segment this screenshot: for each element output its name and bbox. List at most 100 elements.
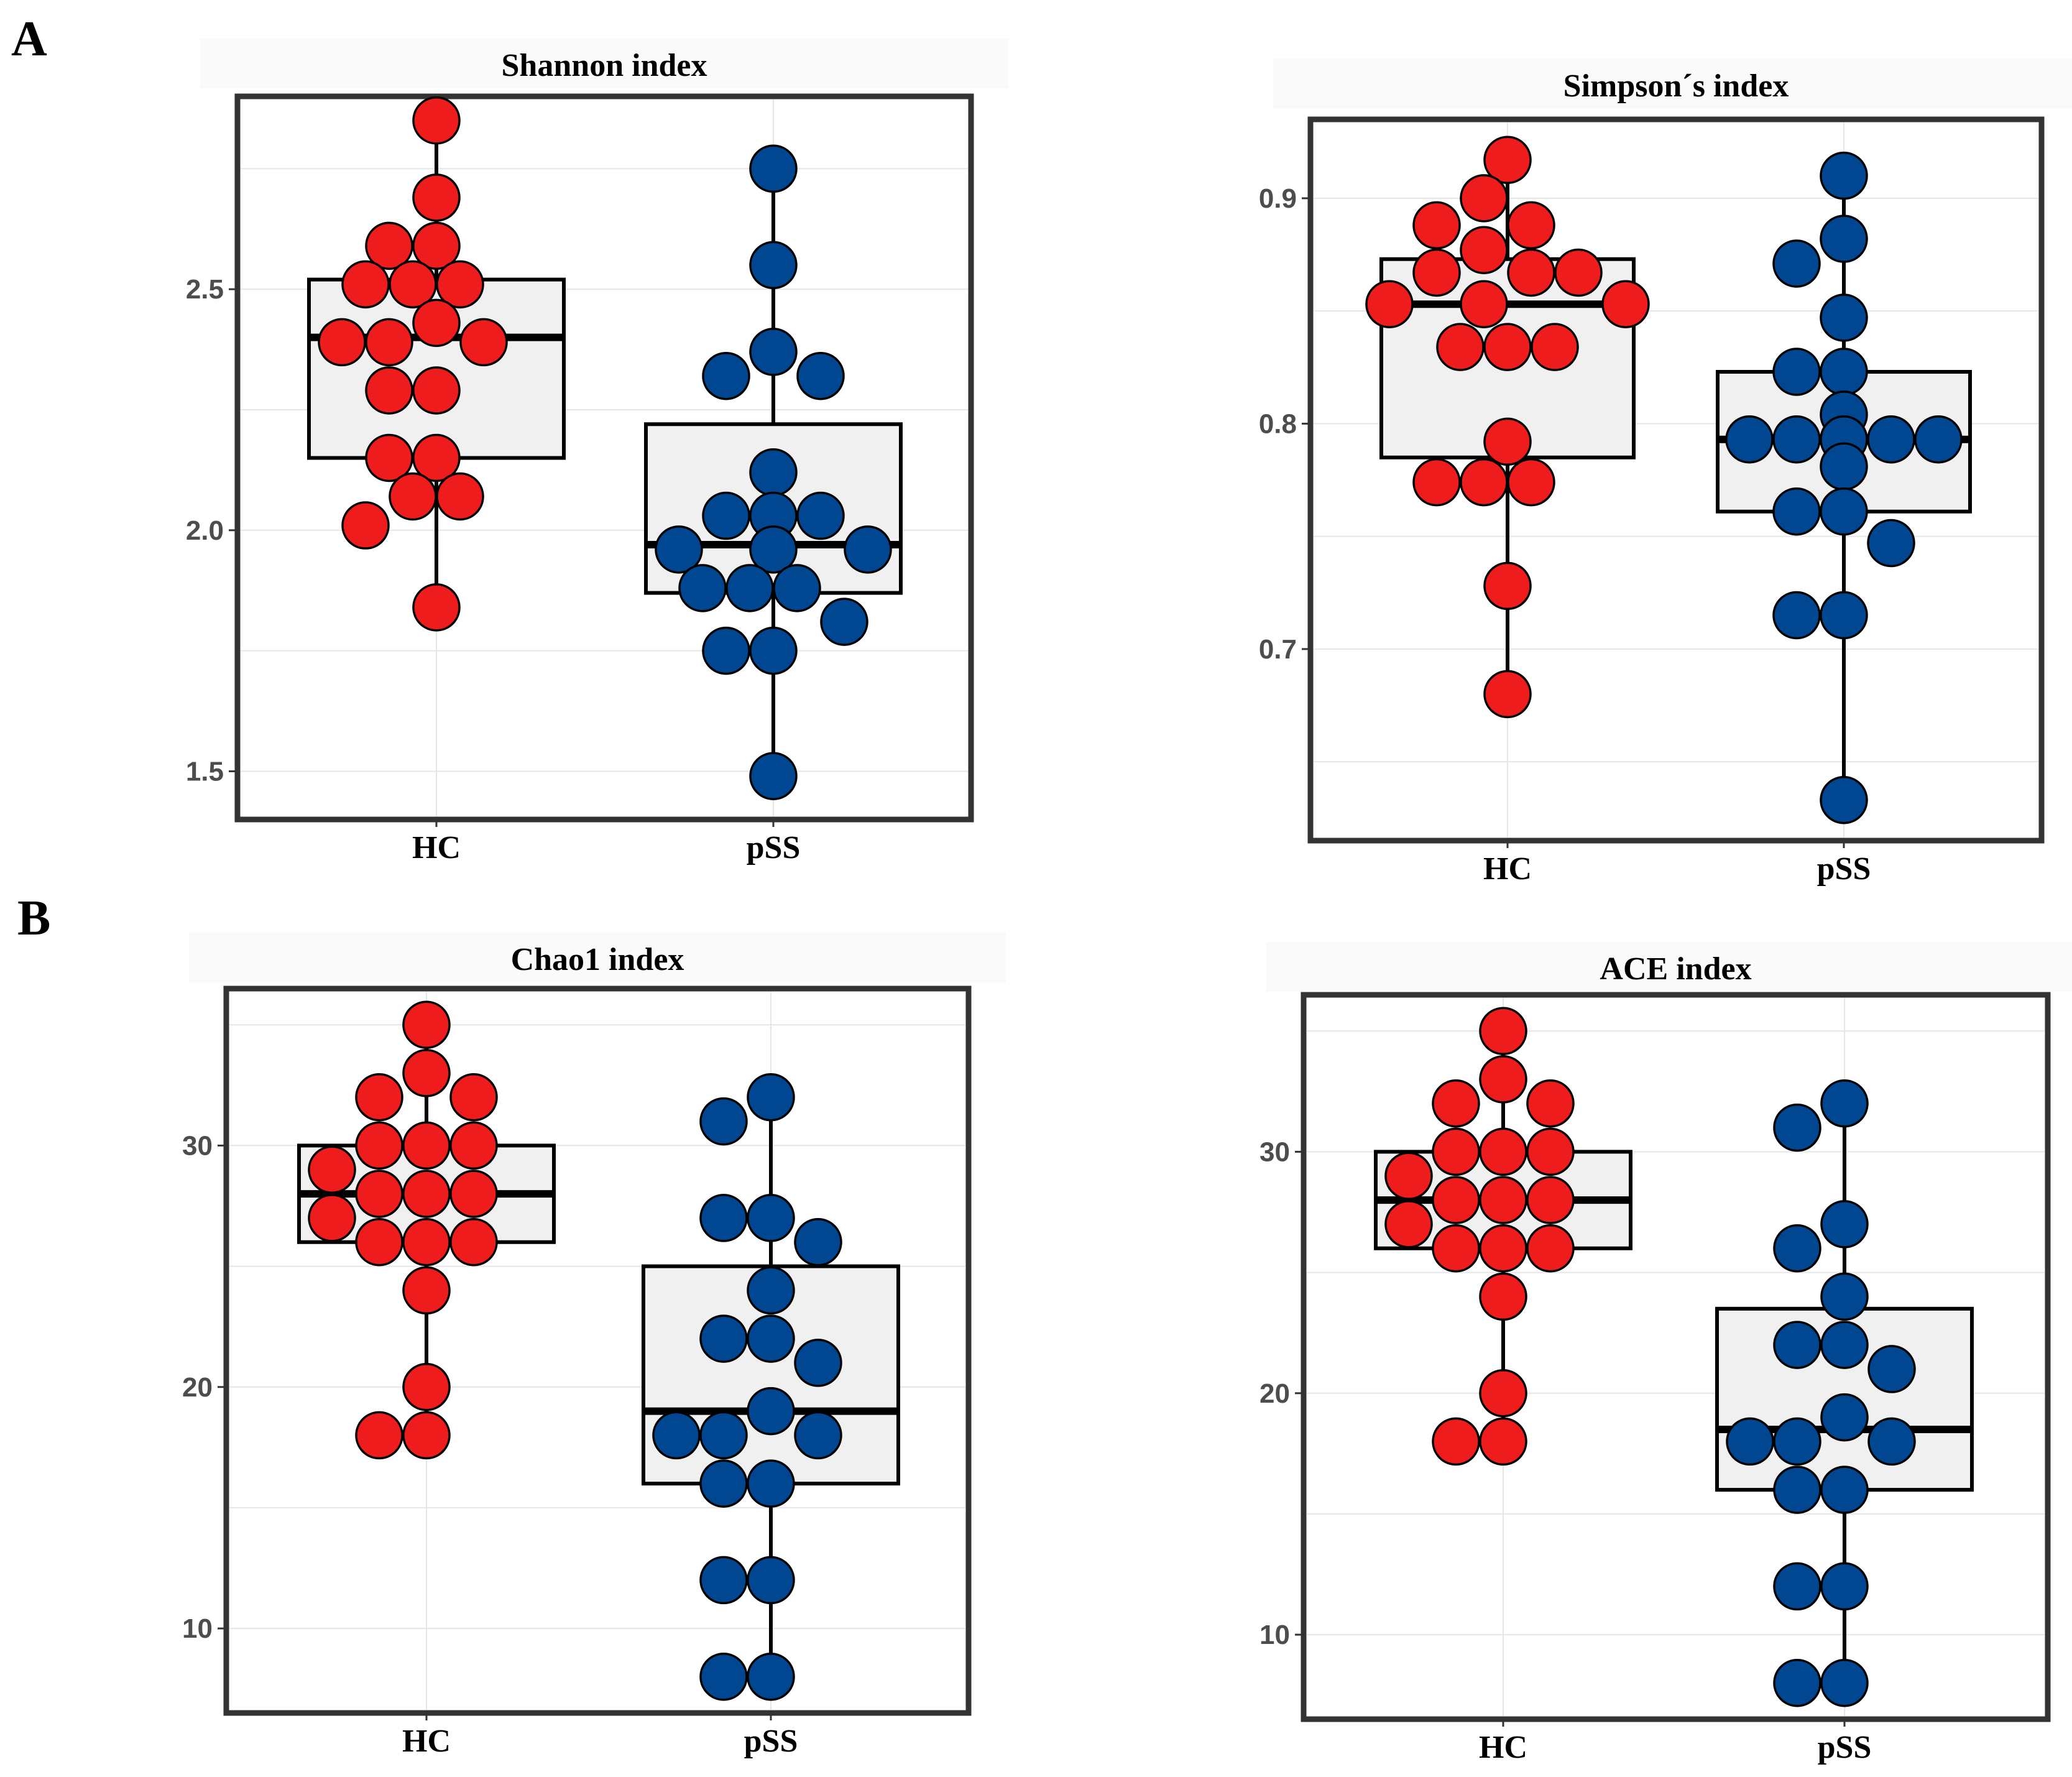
data-point-hc	[389, 472, 437, 521]
data-point-hc	[449, 1121, 498, 1170]
panel-label-b: B	[17, 891, 51, 946]
data-point-hc	[365, 433, 413, 482]
data-point-pss	[1773, 1562, 1821, 1611]
data-point-hc	[1412, 458, 1461, 507]
data-point-pss	[1773, 1465, 1821, 1514]
data-point-pss	[749, 328, 798, 376]
data-point-hc	[459, 318, 508, 367]
chart-title: Shannon index	[502, 48, 707, 83]
data-point-hc	[1479, 1272, 1527, 1321]
data-point-pss	[1772, 487, 1821, 536]
x-tick-label: pSS	[744, 1724, 798, 1759]
data-point-pss	[1867, 519, 1915, 568]
data-point-hc	[308, 1145, 356, 1194]
data-point-pss	[773, 564, 821, 612]
y-tick-label: 0.9	[1259, 183, 1297, 214]
y-tick-label: 10	[1259, 1620, 1290, 1650]
data-point-pss	[1867, 415, 1915, 464]
data-point-pss	[794, 1411, 842, 1460]
data-point-hc	[1483, 417, 1532, 466]
data-point-pss	[1820, 1465, 1869, 1514]
x-tick-label: HC	[1483, 851, 1532, 887]
panel-label-a: A	[11, 12, 47, 67]
chart-title: Simpson´s index	[1563, 68, 1789, 104]
data-point-pss	[655, 525, 703, 574]
chao1-chart: Chao1 index 10 20 30 HC pSS	[182, 933, 1006, 1759]
data-point-pss	[1725, 415, 1774, 464]
data-point-pss	[1820, 442, 1868, 491]
y-tick-label: 1.5	[186, 756, 224, 787]
data-point-hc	[365, 221, 413, 270]
data-point-pss	[1773, 1417, 1821, 1466]
data-point-hc	[1384, 1200, 1433, 1249]
data-point-hc	[1384, 1152, 1433, 1200]
simpson-chart: Simpson´s index 0.7 0.8 0.9 HC pSS	[1259, 59, 2072, 887]
data-point-hc	[402, 1121, 451, 1170]
data-point-pss	[747, 1459, 795, 1508]
data-point-pss	[796, 491, 845, 540]
x-tick-label: pSS	[747, 830, 801, 865]
data-point-hc	[355, 1073, 403, 1122]
y-tick-label: 30	[1259, 1137, 1290, 1167]
data-point-pss	[1820, 1200, 1869, 1249]
data-point-hc	[389, 260, 437, 309]
data-point-hc	[412, 433, 461, 482]
data-point-pss	[1820, 1079, 1869, 1128]
data-point-hc	[1531, 323, 1579, 371]
y-tick-label: 2.0	[186, 515, 224, 546]
data-point-pss	[747, 1194, 795, 1242]
data-point-hc	[1460, 280, 1508, 328]
data-point-hc	[412, 96, 461, 145]
x-tick-label: pSS	[1817, 851, 1871, 887]
data-point-hc	[1432, 1224, 1480, 1273]
data-point-hc	[1483, 323, 1532, 371]
data-point-hc	[402, 1000, 451, 1049]
data-point-pss	[1820, 293, 1868, 342]
data-point-hc	[402, 1411, 451, 1460]
data-point-hc	[1479, 1127, 1527, 1176]
data-point-pss	[1773, 1224, 1821, 1273]
data-point-hc	[402, 1363, 451, 1411]
data-point-pss	[1772, 239, 1821, 288]
data-point-hc	[308, 1194, 356, 1242]
data-point-hc	[412, 173, 461, 222]
chart-title: Chao1 index	[511, 942, 684, 977]
data-point-pss	[652, 1411, 701, 1460]
ace-chart: ACE index 10 20 30 HC pSS	[1259, 942, 2072, 1765]
data-point-hc	[402, 1266, 451, 1315]
data-point-pss	[747, 1266, 795, 1315]
data-point-pss	[699, 1194, 748, 1242]
data-point-pss	[794, 1339, 842, 1387]
data-point-hc	[412, 583, 461, 632]
data-point-hc	[1460, 226, 1508, 274]
data-point-hc	[1479, 1417, 1527, 1466]
data-point-hc	[355, 1170, 403, 1218]
data-point-hc	[1412, 248, 1461, 297]
data-point-hc	[1483, 670, 1532, 719]
data-point-pss	[747, 1556, 795, 1605]
data-point-hc	[449, 1073, 498, 1122]
x-tick-label: HC	[1479, 1730, 1527, 1765]
data-point-hc	[1432, 1417, 1480, 1466]
data-point-pss	[699, 1411, 748, 1460]
data-point-hc	[1483, 136, 1532, 184]
data-point-pss	[699, 1097, 748, 1146]
data-point-pss	[1867, 1345, 1916, 1393]
x-tick-label: pSS	[1818, 1730, 1872, 1765]
data-point-hc	[1479, 1055, 1527, 1104]
data-point-hc	[365, 366, 413, 415]
data-point-pss	[1726, 1417, 1774, 1466]
data-point-pss	[702, 351, 750, 400]
data-point-pss	[1820, 487, 1868, 536]
data-point-pss	[1772, 591, 1821, 640]
data-point-pss	[1820, 1562, 1869, 1611]
data-point-pss	[844, 525, 892, 574]
data-point-hc	[436, 472, 484, 521]
data-point-hc	[449, 1170, 498, 1218]
data-point-hc	[1526, 1176, 1575, 1224]
y-tick-label: 0.7	[1259, 634, 1297, 665]
data-point-hc	[1479, 1369, 1527, 1418]
data-point-pss	[702, 626, 750, 675]
data-point-hc	[449, 1218, 498, 1267]
